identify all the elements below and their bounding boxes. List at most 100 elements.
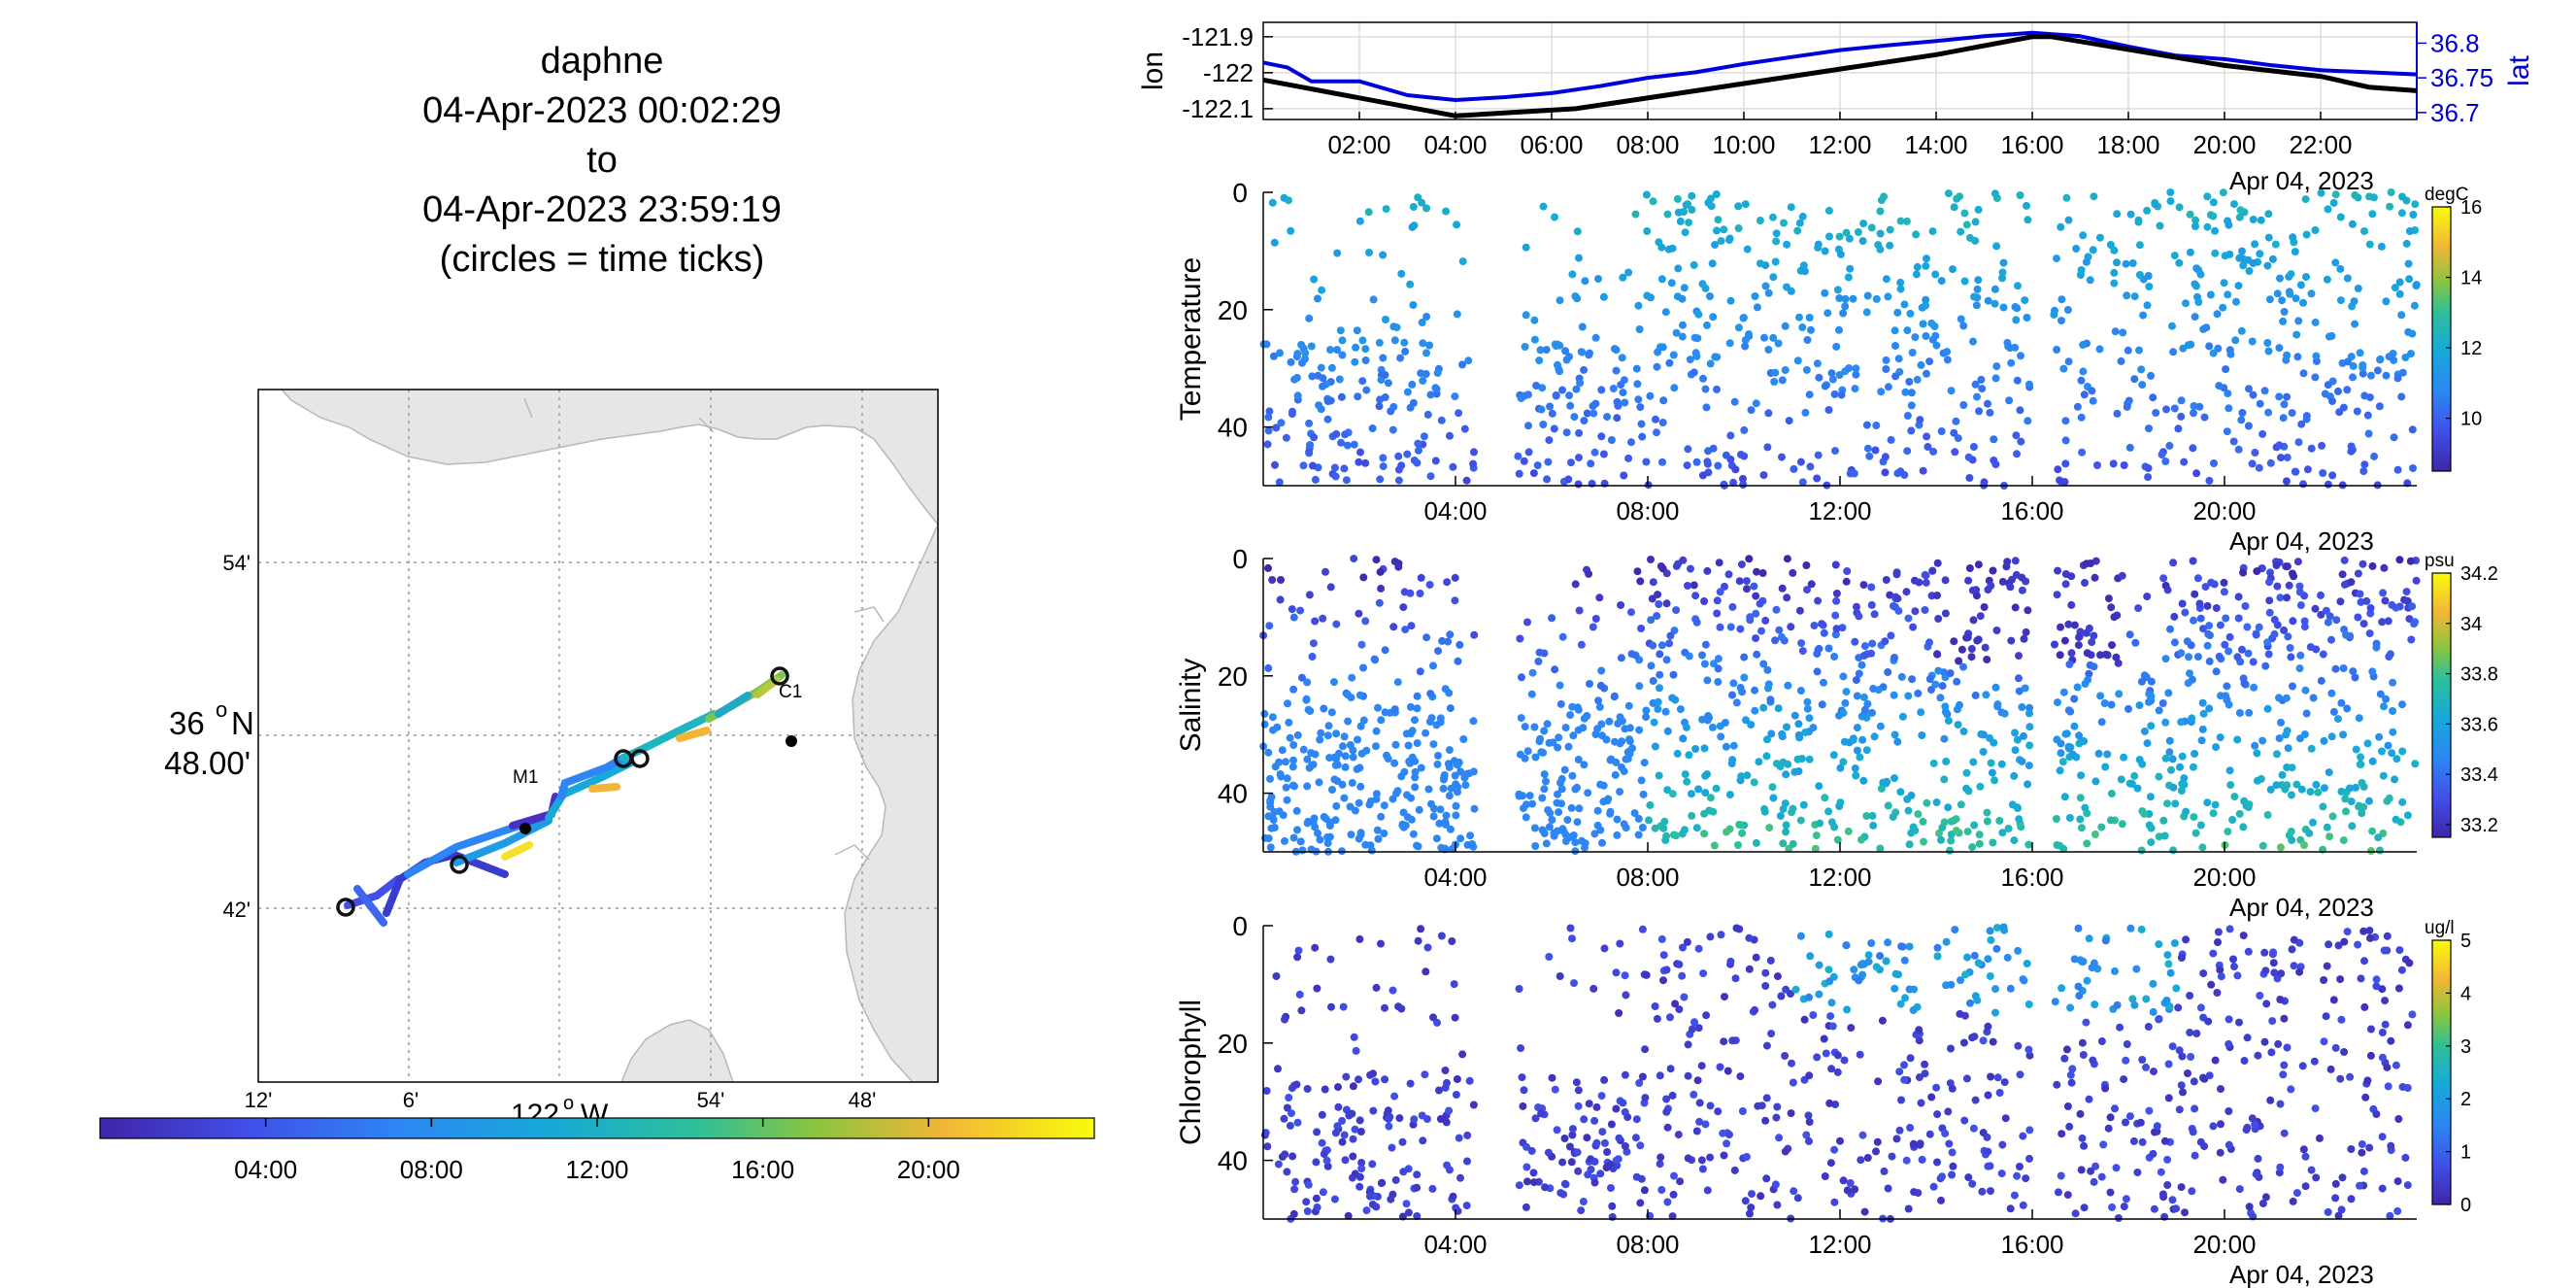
scatter-point <box>1858 970 1867 979</box>
scatter-point <box>1442 811 1451 820</box>
scatter-point <box>2171 799 2180 808</box>
scatter-point <box>2324 205 2332 214</box>
scatter-point <box>1921 1060 1929 1068</box>
scatter-point <box>2379 771 2388 780</box>
scatter-point <box>1698 280 1707 288</box>
scatter-point <box>1824 807 1833 816</box>
scatter-point <box>1860 642 1869 651</box>
scatter-point <box>2168 1042 2177 1051</box>
scatter-point <box>1624 747 1633 756</box>
scatter-point <box>1342 1072 1351 1081</box>
scatter-point <box>1682 723 1690 731</box>
scatter-point <box>2175 1105 2184 1114</box>
scatter-point <box>1554 743 1562 752</box>
scatter-point <box>1858 237 1867 246</box>
scatter-point <box>1647 556 1655 563</box>
scatter-point <box>1793 356 1802 365</box>
scatter-point <box>1441 685 1450 694</box>
scatter-point <box>2375 732 2384 741</box>
scatter-point <box>1904 1204 1913 1213</box>
scatter-point <box>2222 365 2230 374</box>
scatter-point <box>1675 960 1684 968</box>
scatter-point <box>1603 1148 1612 1156</box>
scatter-point <box>1764 684 1772 693</box>
scatter-point <box>2237 326 2246 335</box>
scatter-point <box>2138 760 2147 768</box>
scatter-point <box>1841 294 1850 303</box>
scatter-point <box>2407 350 2415 358</box>
scatter-point <box>1741 200 1750 209</box>
scatter-point <box>1842 577 1851 586</box>
scatter-point <box>1796 687 1805 695</box>
scatter-point <box>2155 1015 2163 1023</box>
scatter-point <box>2265 295 2274 304</box>
scatter-point <box>1711 241 1720 249</box>
scatter-point <box>2289 682 2296 691</box>
scatter-point <box>1654 591 1662 599</box>
scatter-point <box>1970 821 1979 830</box>
scatter-point <box>1978 385 1987 393</box>
scatter-point <box>1434 647 1443 656</box>
scatter-point <box>2006 1204 2015 1213</box>
scatter-point <box>2118 571 2126 580</box>
scatter-point <box>1790 711 1799 720</box>
scatter-point <box>1795 219 1804 227</box>
scatter-point <box>1942 981 1951 990</box>
scatter-point <box>1268 713 1277 722</box>
scatter-point <box>1422 204 1431 213</box>
scatter-point <box>1439 784 1448 793</box>
scatter-point <box>1693 334 1702 343</box>
scatter-point <box>1289 741 1298 749</box>
depth-tick-label: 40 <box>1218 413 1248 443</box>
scatter-point <box>1685 652 1693 661</box>
scatter-point <box>1403 450 1412 458</box>
scatter-point <box>1762 752 1771 761</box>
scatter-point <box>1974 635 1983 644</box>
scatter-point <box>1287 357 1295 366</box>
scatter-point <box>2239 568 2248 577</box>
scatter-point <box>1778 453 1786 461</box>
scatter-point <box>2200 413 2209 422</box>
scatter-point <box>1311 943 1320 952</box>
scatter-point <box>1290 375 1299 384</box>
station-c1-marker <box>786 735 797 747</box>
scatter-point <box>1586 680 1593 688</box>
scatter-point <box>1668 1091 1677 1100</box>
scatter-point <box>1706 292 1714 301</box>
scatter-point <box>2114 1214 2123 1222</box>
scatter-point <box>1931 270 1940 279</box>
scatter-point <box>2129 1136 2138 1145</box>
lat-tick-label: 36.7 <box>2430 98 2480 127</box>
scatter-point <box>1621 971 1629 980</box>
scatter-point <box>1774 704 1783 713</box>
scatter-point <box>1674 559 1683 568</box>
scatter-point <box>1368 1160 1377 1169</box>
scatter-point <box>1353 326 1361 335</box>
scatter-point <box>1679 321 1687 329</box>
scatter-point <box>2276 1163 2285 1171</box>
scatter-point <box>1911 607 1920 616</box>
lat-axis-label: lat <box>2503 54 2535 85</box>
scatter-point <box>1344 691 1353 699</box>
scatter-point <box>2276 996 2285 1003</box>
scatter-point <box>1397 269 1406 278</box>
scatter-point <box>1835 294 1844 302</box>
scatter-point <box>1694 944 1703 953</box>
scatter-point <box>1915 1036 1924 1045</box>
scatter-point <box>1599 450 1608 458</box>
scatter-point <box>2184 679 2192 688</box>
scatter-point <box>2408 602 2417 611</box>
scatter-point <box>1534 658 1543 665</box>
scatter-point <box>1542 839 1551 848</box>
scatter-point <box>2216 1148 2225 1157</box>
scatter-point <box>1522 243 1530 252</box>
scatter-point <box>2190 402 2198 410</box>
scatter-point <box>1892 1135 1901 1143</box>
scatter-point <box>1698 471 1707 480</box>
scatter-point <box>1805 390 1814 399</box>
scatter-point <box>1993 700 2002 709</box>
scatter-point <box>1960 277 1969 286</box>
map-lon-tick-48: 48' <box>849 1088 877 1112</box>
scatter-point <box>1407 622 1416 630</box>
scatter-point <box>1311 750 1320 759</box>
